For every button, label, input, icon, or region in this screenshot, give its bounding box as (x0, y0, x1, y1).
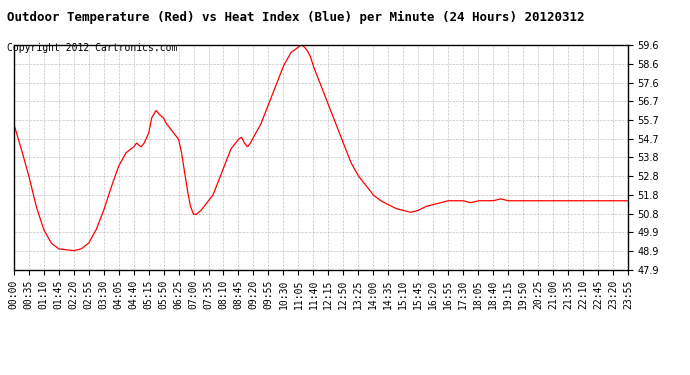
Text: Outdoor Temperature (Red) vs Heat Index (Blue) per Minute (24 Hours) 20120312: Outdoor Temperature (Red) vs Heat Index … (7, 11, 584, 24)
Text: Copyright 2012 Cartronics.com: Copyright 2012 Cartronics.com (7, 43, 177, 53)
